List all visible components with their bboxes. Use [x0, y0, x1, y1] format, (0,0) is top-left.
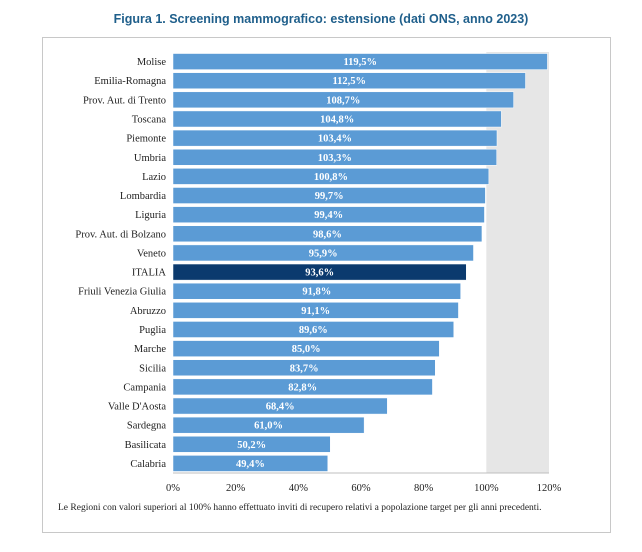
data-label: 100,8%	[314, 172, 348, 183]
x-tick-label: 40%	[289, 483, 309, 494]
bar-lombardia	[172, 187, 486, 204]
data-label: 83,7%	[290, 363, 319, 374]
data-label: 95,9%	[309, 248, 338, 259]
data-label: 93,6%	[305, 268, 334, 279]
data-label: 98,6%	[313, 229, 342, 240]
bar-umbria	[172, 148, 497, 166]
data-label: 82,8%	[288, 382, 317, 393]
data-label: 99,4%	[314, 210, 343, 221]
category-label: Molise	[137, 57, 167, 68]
category-label: Marche	[134, 344, 166, 355]
data-label: 119,5%	[343, 57, 377, 68]
data-label: 49,4%	[236, 459, 265, 470]
bar-veneto	[172, 244, 474, 262]
bar-toscana	[172, 110, 502, 128]
category-label: Prov. Aut. di Trento	[83, 95, 166, 106]
bar-marche	[172, 340, 440, 357]
category-label: Basilicata	[125, 440, 167, 451]
x-tick-label: 80%	[414, 483, 434, 494]
category-label: Valle D'Aosta	[108, 402, 167, 413]
category-label: Veneto	[137, 248, 166, 259]
data-label: 103,4%	[318, 134, 352, 145]
bar-basilicata	[172, 436, 331, 453]
x-tick-label: 120%	[537, 483, 562, 494]
bar-italia	[172, 263, 467, 281]
bar-molise	[172, 53, 548, 70]
category-label: Liguria	[135, 210, 166, 221]
data-label: 61,0%	[254, 421, 283, 432]
category-label: Sicilia	[139, 363, 166, 374]
data-label: 103,3%	[318, 153, 352, 164]
x-tick-label: 20%	[226, 483, 246, 494]
category-label: Lombardia	[120, 191, 166, 202]
bar-emilia-romagna	[172, 72, 526, 89]
category-label: Campania	[123, 382, 166, 393]
data-label: 108,7%	[326, 95, 360, 106]
bar-sardegna	[172, 416, 365, 434]
category-label: Friuli Venezia Giulia	[78, 287, 166, 298]
data-label: 99,7%	[315, 191, 344, 202]
category-label: Umbria	[134, 153, 166, 164]
category-label: Piemonte	[126, 134, 166, 145]
bar-campania	[172, 378, 433, 396]
bar-prov-aut-di-bolzano	[172, 225, 483, 243]
category-label: Calabria	[130, 459, 166, 470]
data-label: 104,8%	[320, 114, 354, 125]
data-label: 85,0%	[292, 344, 321, 355]
chart-footnote: Le Regioni con valori superiori al 100% …	[58, 503, 542, 513]
bar-prov-aut-di-trento	[172, 91, 514, 109]
category-label: Lazio	[142, 172, 166, 183]
data-label: 91,1%	[301, 306, 330, 317]
data-label: 68,4%	[266, 402, 295, 413]
category-label: Sardegna	[127, 421, 166, 432]
bar-sicilia	[172, 359, 436, 377]
bar-friuli-venezia-giulia	[172, 282, 461, 300]
bar-liguria	[172, 206, 485, 223]
data-label: 91,8%	[302, 287, 331, 298]
x-tick-label: 100%	[474, 483, 499, 494]
category-label: ITALIA	[132, 268, 167, 279]
data-label: 50,2%	[237, 440, 266, 451]
bar-puglia	[172, 321, 454, 338]
category-label: Prov. Aut. di Bolzano	[75, 229, 166, 240]
category-label: Puglia	[139, 325, 166, 336]
bar-valle-d-aosta	[172, 397, 388, 415]
bar-piemonte	[172, 129, 498, 147]
bar-calabria	[172, 455, 329, 472]
bar-lazio	[172, 168, 490, 185]
chart-title: Figura 1. Screening mammografico: estens…	[113, 12, 529, 26]
x-tick-label: 60%	[351, 483, 371, 494]
chart-frame	[42, 37, 611, 533]
category-label: Abruzzo	[130, 306, 166, 317]
data-label: 89,6%	[299, 325, 328, 336]
category-label: Toscana	[132, 114, 167, 125]
x-tick-label: 0%	[166, 483, 180, 494]
bar-abruzzo	[172, 302, 459, 319]
category-label: Emilia-Romagna	[94, 76, 166, 87]
data-label: 112,5%	[332, 76, 366, 87]
